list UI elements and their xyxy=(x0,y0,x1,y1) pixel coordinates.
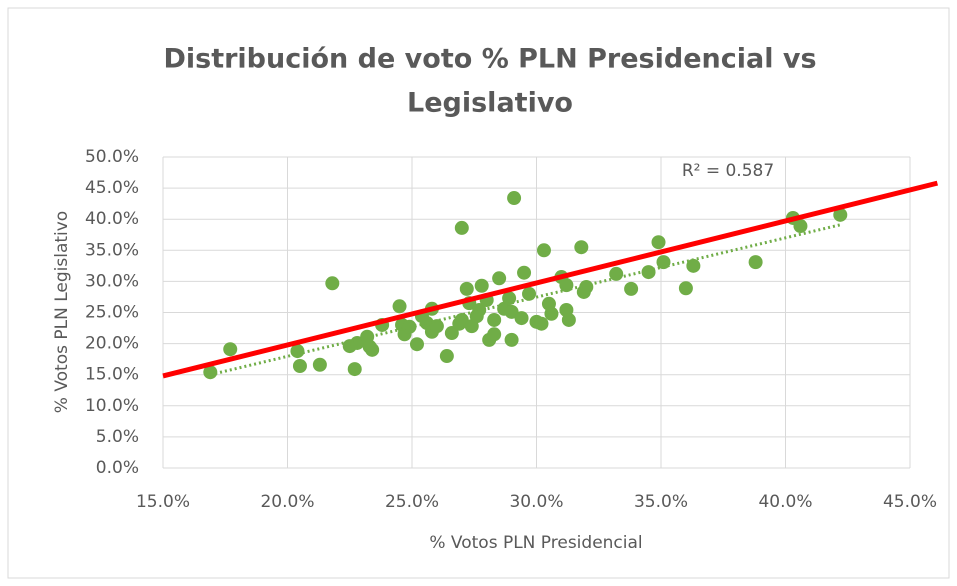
data-point xyxy=(409,337,424,352)
data-point xyxy=(292,358,307,373)
data-point xyxy=(656,255,671,270)
data-point xyxy=(686,258,701,273)
data-point xyxy=(517,265,532,280)
x-tick-label: 45.0% xyxy=(883,492,937,512)
data-point xyxy=(439,349,454,364)
data-point xyxy=(347,362,362,377)
data-point xyxy=(574,240,589,255)
x-tick-label: 20.0% xyxy=(260,492,314,512)
data-point xyxy=(504,332,519,347)
data-point xyxy=(444,326,459,341)
data-point xyxy=(487,312,502,327)
y-tick-label: 45.0% xyxy=(85,178,139,198)
data-point xyxy=(559,278,574,293)
y-tick-label: 30.0% xyxy=(85,271,139,291)
y-tick-label: 0.0% xyxy=(96,458,139,478)
data-point xyxy=(678,281,693,296)
data-point xyxy=(392,299,407,314)
y-axis-label: % Votos PLN Legislativo xyxy=(52,211,72,413)
data-point xyxy=(624,281,639,296)
data-point xyxy=(534,316,549,331)
data-point xyxy=(365,342,380,357)
r-squared-annotation: R² = 0.587 xyxy=(682,161,774,181)
y-tick-label: 15.0% xyxy=(85,365,139,385)
reference-line xyxy=(162,180,938,379)
data-point xyxy=(793,219,808,234)
data-point xyxy=(833,207,848,222)
chart-title: Legislativo xyxy=(407,88,573,119)
data-point xyxy=(402,319,417,334)
data-point xyxy=(544,306,559,321)
y-tick-label: 5.0% xyxy=(96,427,139,447)
data-point xyxy=(474,278,489,293)
x-tick-label: 25.0% xyxy=(385,492,439,512)
data-point xyxy=(609,266,624,281)
data-point xyxy=(223,342,238,357)
data-point xyxy=(203,365,218,380)
data-point xyxy=(507,191,522,206)
data-point xyxy=(487,327,502,342)
data-point xyxy=(504,304,519,319)
x-tick-label: 15.0% xyxy=(136,492,190,512)
y-tick-label: 35.0% xyxy=(85,240,139,260)
data-point xyxy=(492,271,507,286)
data-point xyxy=(312,357,327,372)
chart-frame xyxy=(7,7,950,579)
y-tick-label: 20.0% xyxy=(85,334,139,354)
y-tick-label: 10.0% xyxy=(85,396,139,416)
data-point xyxy=(454,220,469,235)
data-point xyxy=(350,335,365,350)
data-point xyxy=(651,235,666,250)
data-point xyxy=(641,265,656,280)
x-axis-label: % Votos PLN Presidencial xyxy=(429,533,642,553)
y-tick-label: 50.0% xyxy=(85,147,139,167)
data-point xyxy=(522,286,537,301)
data-point xyxy=(459,281,474,296)
y-tick-label: 40.0% xyxy=(85,209,139,229)
data-point xyxy=(748,255,763,270)
data-point xyxy=(454,312,469,327)
chart-title: Distribución de voto % PLN Presidencial … xyxy=(163,44,816,75)
data-point xyxy=(536,243,551,258)
x-tick-label: 30.0% xyxy=(509,492,563,512)
x-tick-label: 35.0% xyxy=(634,492,688,512)
data-point xyxy=(325,276,340,291)
data-point xyxy=(429,319,444,334)
data-point xyxy=(561,312,576,327)
x-tick-label: 40.0% xyxy=(758,492,812,512)
y-tick-label: 25.0% xyxy=(85,303,139,323)
data-point xyxy=(514,311,529,326)
